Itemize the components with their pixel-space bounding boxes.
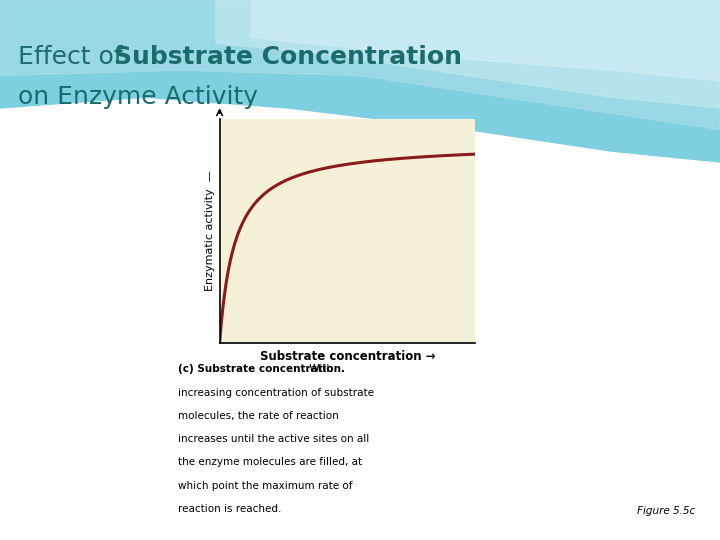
Text: the enzyme molecules are filled, at: the enzyme molecules are filled, at	[178, 457, 362, 468]
Text: Figure 5.5c: Figure 5.5c	[637, 505, 696, 516]
Text: With: With	[306, 364, 333, 375]
Polygon shape	[0, 0, 720, 162]
Text: which point the maximum rate of: which point the maximum rate of	[178, 481, 352, 491]
Text: reaction is reached.: reaction is reached.	[178, 504, 282, 514]
Polygon shape	[216, 0, 720, 108]
Text: on Enzyme Activity: on Enzyme Activity	[18, 85, 258, 109]
Text: Effect of: Effect of	[18, 45, 130, 69]
Text: increasing concentration of substrate: increasing concentration of substrate	[178, 388, 374, 398]
Text: molecules, the rate of reaction: molecules, the rate of reaction	[178, 411, 338, 421]
Text: Substrate Concentration: Substrate Concentration	[114, 45, 462, 69]
Y-axis label: Enzymatic activity  —: Enzymatic activity —	[205, 171, 215, 291]
Text: increases until the active sites on all: increases until the active sites on all	[178, 434, 369, 444]
Text: (c) Substrate concentration.: (c) Substrate concentration.	[178, 364, 345, 375]
X-axis label: Substrate concentration →: Substrate concentration →	[260, 350, 435, 363]
Polygon shape	[0, 0, 720, 130]
Polygon shape	[252, 0, 720, 81]
